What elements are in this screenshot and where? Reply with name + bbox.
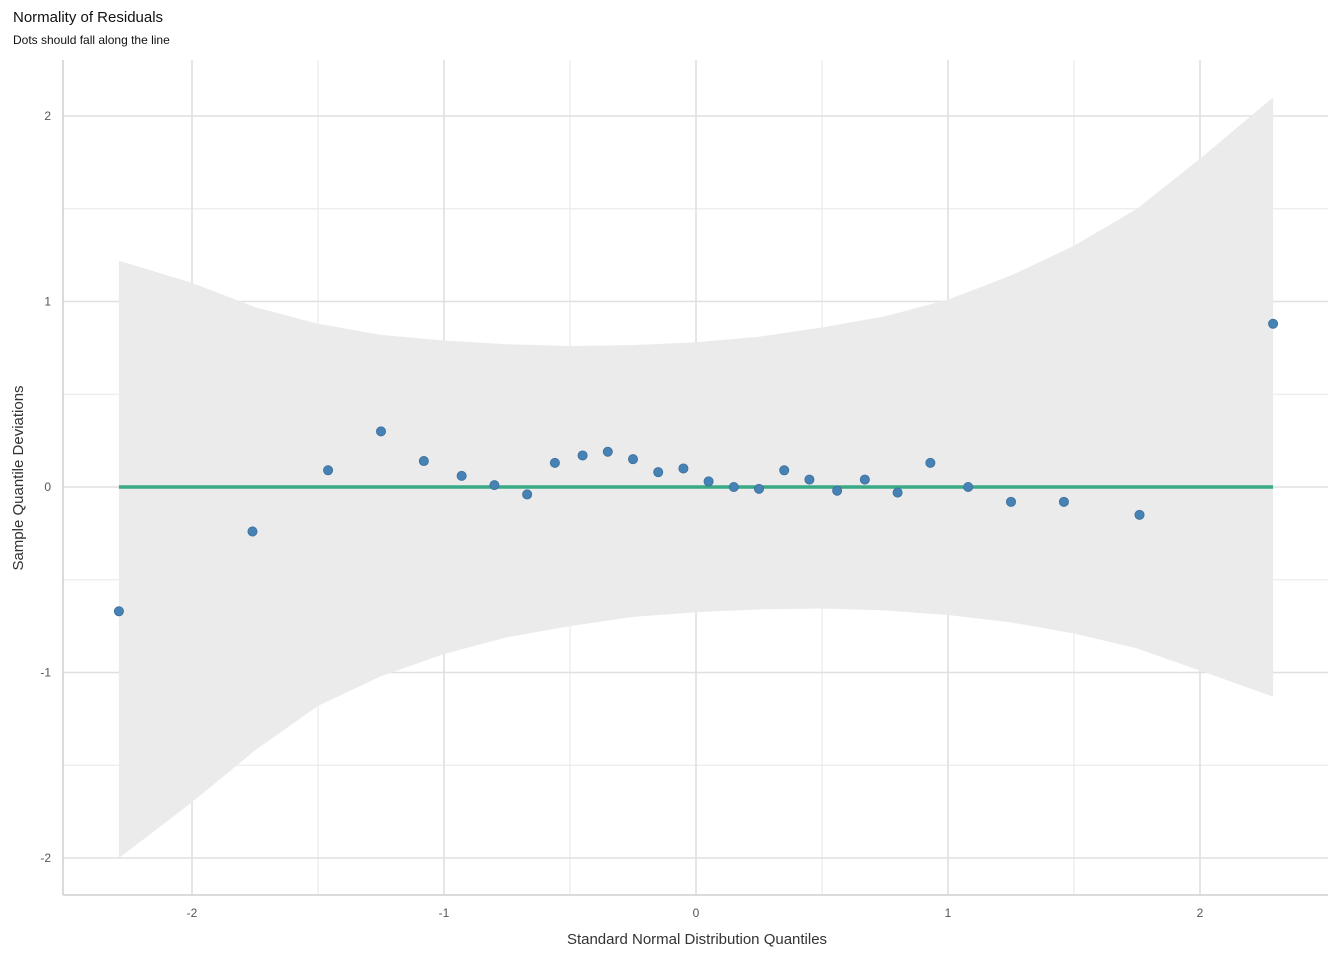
data-point [1006, 496, 1017, 507]
x-tick-label: 0 [693, 906, 700, 920]
data-point [1058, 496, 1069, 507]
points-layer [113, 318, 1279, 617]
data-point [728, 481, 739, 492]
chart-title: Normality of Residuals [13, 9, 164, 26]
data-point [779, 465, 790, 476]
data-point [1268, 318, 1279, 329]
data-point [577, 450, 588, 461]
y-tick-label: 0 [44, 480, 51, 494]
data-point [522, 489, 533, 500]
data-point [703, 476, 714, 487]
data-point [375, 426, 386, 437]
x-tick-label: -2 [187, 906, 198, 920]
data-point [963, 481, 974, 492]
data-point [323, 465, 334, 476]
y-tick-label: 2 [44, 109, 51, 123]
data-point [832, 485, 843, 496]
chart-subtitle: Dots should fall along the line [13, 33, 170, 47]
data-point [892, 487, 903, 498]
data-point [456, 470, 467, 481]
data-point [418, 456, 429, 467]
data-point [804, 474, 815, 485]
y-tick-label: -1 [40, 666, 51, 680]
data-point [754, 483, 765, 494]
data-point [653, 467, 664, 478]
data-point [247, 526, 258, 537]
x-axis-label: Standard Normal Distribution Quantiles [567, 931, 827, 948]
x-tick-label: -1 [439, 906, 450, 920]
data-point [628, 454, 639, 465]
confidence-band-layer [118, 97, 1274, 858]
data-point [489, 480, 500, 491]
confidence-band [118, 97, 1274, 858]
axis-layer: -2 -1 0 1 2 -2 -1 0 1 2 [40, 60, 1328, 920]
data-point [549, 457, 560, 468]
y-tick-label: -2 [40, 851, 51, 865]
data-point [602, 446, 613, 457]
x-tick-label: 2 [1197, 906, 1204, 920]
y-axis-label: Sample Quantile Deviations [10, 385, 27, 570]
data-point [113, 606, 124, 617]
data-point [859, 474, 870, 485]
data-point [678, 463, 689, 474]
data-point [925, 457, 936, 468]
y-tick-label: 1 [44, 295, 51, 309]
data-point [1134, 509, 1145, 520]
x-tick-label: 1 [945, 906, 952, 920]
